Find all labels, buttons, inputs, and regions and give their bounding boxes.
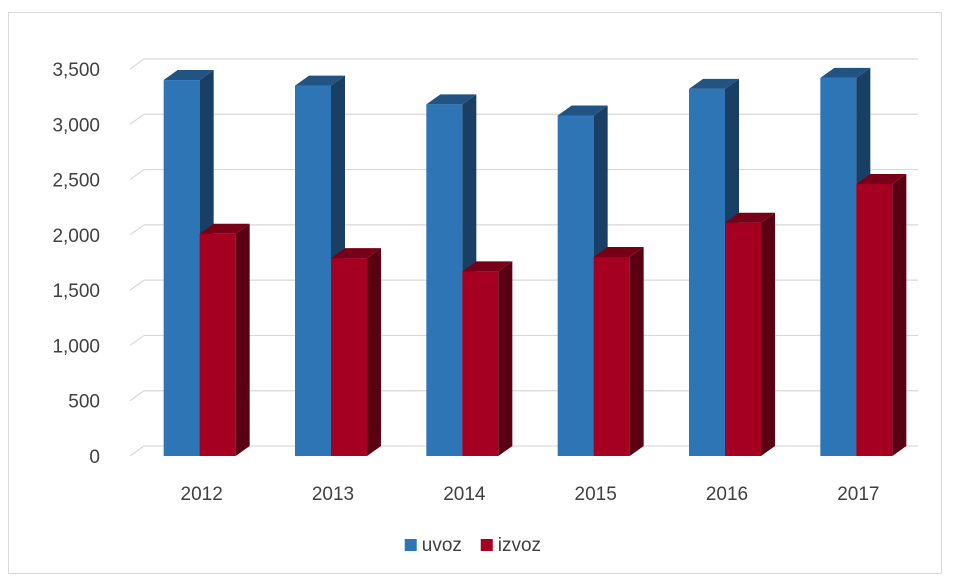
gridline-side [129, 390, 145, 402]
bar-top [689, 78, 739, 89]
bar-front [593, 256, 630, 456]
legend-label: izvoz [498, 535, 541, 556]
bar-front [426, 104, 463, 456]
bar-side [629, 246, 644, 456]
y-tick-label: 1,500 [52, 281, 100, 302]
bar-top [295, 75, 345, 86]
legend-item-uvoz: uvoz [404, 535, 462, 556]
gridlines [129, 58, 918, 457]
x-axis-ticks: 2012 2013 2014 2015 2016 2017 [181, 484, 880, 505]
bar-front [331, 258, 367, 456]
y-tick-label: 500 [68, 392, 100, 413]
x-tick-label: 2017 [837, 484, 879, 505]
legend-swatch [480, 539, 493, 551]
bar-side [235, 223, 250, 456]
bar-top [593, 246, 644, 257]
y-tick-label: 3,000 [52, 115, 100, 136]
y-axis-ticks: 0 500 1,000 1,500 2,000 2,500 3,000 3,500 [52, 60, 100, 468]
bar-top [199, 223, 250, 234]
x-tick-label: 2012 [181, 484, 223, 505]
bar-front [856, 183, 893, 456]
y-tick-label: 0 [89, 447, 100, 468]
x-tick-label: 2016 [706, 484, 748, 505]
bar-izvoz-2014 [462, 261, 513, 456]
bar-izvoz-2012 [199, 223, 250, 456]
gridline-side [129, 169, 145, 181]
bar-front [725, 222, 761, 456]
x-tick-label: 2015 [575, 484, 617, 505]
legend-label: uvoz [422, 535, 462, 556]
gridline-side [129, 334, 145, 346]
bars [163, 67, 907, 457]
legend-item-izvoz: izvoz [480, 535, 541, 556]
bar-top [557, 105, 608, 116]
bar-side [892, 173, 907, 456]
y-tick-label: 2,500 [52, 171, 100, 192]
gridline-side [129, 445, 145, 457]
legend-swatch [404, 539, 417, 551]
y-tick-label: 1,000 [52, 336, 100, 357]
gridline-side [129, 58, 145, 70]
bar-top [163, 70, 214, 81]
bar-top [462, 261, 513, 272]
bar-top [331, 248, 381, 259]
x-tick-label: 2014 [443, 484, 486, 505]
bar-side [367, 248, 381, 456]
bar-top [725, 212, 775, 223]
y-tick-label: 3,500 [52, 60, 100, 81]
bar-top [820, 67, 871, 78]
bar-top [426, 94, 477, 105]
bar-side [761, 212, 775, 456]
bar-front [295, 85, 331, 456]
bar-izvoz-2013 [331, 248, 381, 456]
bar-izvoz-2016 [725, 212, 775, 456]
bar-front [462, 271, 499, 456]
bar-front [557, 115, 594, 456]
y-tick-label: 2,000 [52, 226, 100, 247]
bar-side [498, 261, 513, 456]
x-tick-label: 2013 [312, 484, 354, 505]
bar-izvoz-2015 [593, 246, 644, 456]
bar-top [856, 173, 907, 184]
bar-front [163, 80, 200, 457]
bar-front [820, 77, 857, 457]
gridline-side [129, 224, 145, 236]
bar-front [689, 88, 725, 456]
bar-front [199, 233, 236, 456]
gridline-side [129, 113, 145, 125]
gridline-side [129, 279, 145, 291]
bar-izvoz-2017 [856, 173, 907, 456]
legend: uvoz izvoz [404, 535, 541, 556]
